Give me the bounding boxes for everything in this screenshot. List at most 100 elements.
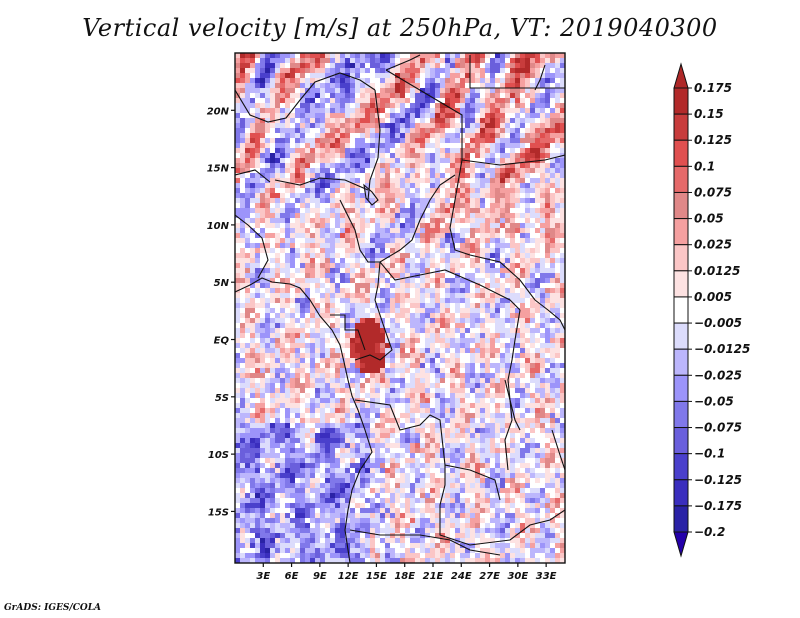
field-cell — [365, 113, 371, 119]
field-cell — [450, 98, 456, 104]
field-cell — [240, 248, 246, 254]
field-cell — [270, 88, 276, 94]
field-cell — [560, 263, 565, 269]
field-cell — [285, 403, 291, 409]
field-cell — [280, 98, 286, 104]
field-cell — [505, 408, 511, 414]
field-cell — [265, 318, 271, 324]
field-cell — [435, 308, 441, 314]
field-cell — [350, 263, 356, 269]
field-cell — [380, 98, 386, 104]
field-cell — [310, 253, 316, 259]
field-cell — [490, 293, 496, 299]
field-cell — [260, 283, 266, 289]
field-cell — [295, 203, 301, 209]
field-cell — [470, 93, 476, 99]
field-cell — [390, 423, 396, 429]
field-cell — [475, 243, 481, 249]
field-cell — [335, 413, 341, 419]
field-cell — [530, 338, 536, 344]
field-cell — [280, 298, 286, 304]
field-cell — [485, 243, 491, 249]
field-cell — [310, 128, 316, 134]
field-cell — [285, 223, 291, 229]
field-cell — [280, 173, 286, 179]
field-cell — [505, 338, 511, 344]
field-cell — [345, 123, 351, 129]
field-cell — [430, 138, 436, 144]
field-cell — [470, 218, 476, 224]
field-cell — [240, 58, 246, 64]
field-cell — [365, 248, 371, 254]
field-cell — [255, 113, 261, 119]
field-cell — [460, 428, 466, 434]
field-cell — [355, 213, 361, 219]
field-cell — [440, 293, 446, 299]
field-cell — [515, 93, 521, 99]
field-cell — [335, 428, 341, 434]
field-cell — [345, 63, 351, 69]
field-cell — [440, 338, 446, 344]
field-cell — [350, 313, 356, 319]
field-cell — [560, 248, 565, 254]
field-cell — [420, 263, 426, 269]
field-cell — [405, 413, 411, 419]
field-cell — [280, 248, 286, 254]
field-cell — [460, 288, 466, 294]
field-cell — [505, 233, 511, 239]
field-cell — [560, 228, 565, 234]
field-cell — [285, 398, 291, 404]
field-cell — [255, 268, 261, 274]
field-cell — [235, 218, 241, 224]
field-cell — [235, 103, 241, 109]
field-cell — [420, 328, 426, 334]
field-cell — [360, 403, 366, 409]
field-cell — [255, 223, 261, 229]
field-cell — [240, 238, 246, 244]
field-cell — [400, 238, 406, 244]
field-cell — [380, 163, 386, 169]
field-cell — [535, 343, 541, 349]
field-cell — [555, 233, 561, 239]
field-cell — [360, 293, 366, 299]
field-cell — [490, 93, 496, 99]
field-cell — [465, 333, 471, 339]
field-cell — [285, 378, 291, 384]
field-cell — [315, 263, 321, 269]
field-cell — [470, 183, 476, 189]
field-cell — [470, 118, 476, 124]
field-cell — [260, 63, 266, 69]
field-cell — [345, 198, 351, 204]
field-cell — [265, 63, 271, 69]
field-cell — [295, 178, 301, 184]
field-cell — [330, 318, 336, 324]
field-cell — [345, 403, 351, 409]
field-cell — [485, 393, 491, 399]
field-cell — [440, 183, 446, 189]
field-cell — [500, 168, 506, 174]
field-cell — [290, 358, 296, 364]
field-cell — [280, 228, 286, 234]
field-cell — [265, 268, 271, 274]
field-cell — [335, 258, 341, 264]
field-cell — [370, 193, 376, 199]
field-cell — [365, 393, 371, 399]
field-cell — [505, 148, 511, 154]
field-cell — [385, 428, 391, 434]
field-cell — [495, 268, 501, 274]
field-cell — [315, 353, 321, 359]
field-cell — [560, 318, 565, 324]
field-cell — [405, 88, 411, 94]
field-cell — [395, 78, 401, 84]
field-cell — [290, 298, 296, 304]
field-cell — [265, 88, 271, 94]
field-cell — [525, 178, 531, 184]
field-cell — [480, 73, 486, 79]
field-cell — [270, 213, 276, 219]
field-cell — [500, 408, 506, 414]
field-cell — [490, 343, 496, 349]
field-cell — [325, 253, 331, 259]
field-cell — [500, 73, 506, 79]
field-cell — [240, 78, 246, 84]
field-cell — [445, 243, 451, 249]
